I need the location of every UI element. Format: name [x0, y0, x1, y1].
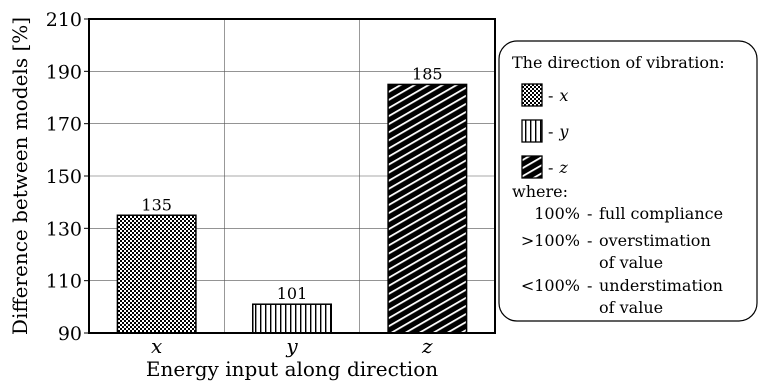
legend-box	[498, 40, 758, 322]
legend-entry-label: -y	[548, 122, 569, 141]
x-tick-label: y	[285, 334, 298, 358]
legend-entries: - x -y -z	[521, 83, 569, 179]
bar-y	[252, 303, 332, 334]
data-labels: 135 101 185	[141, 64, 442, 303]
legend-note-cont: of value	[599, 253, 663, 272]
y-tick-label: 130	[46, 218, 82, 240]
data-label: 135	[141, 195, 172, 214]
data-label: 185	[412, 64, 443, 83]
legend-where: where:	[512, 182, 568, 201]
bar-z	[387, 83, 468, 334]
legend-notes: 100% - full compliance >100% - overstimation o…	[521, 204, 723, 317]
legend-note-cont: of value	[599, 298, 663, 317]
y-tick-label: 150	[46, 166, 82, 188]
y-axis: 90 110 130 150 170 190 210	[46, 9, 89, 345]
x-axis: x y z	[151, 334, 433, 358]
x-axis-title: Energy input along direction	[146, 357, 438, 381]
legend-entry-label: -x	[548, 86, 568, 105]
y-tick-label: 170	[46, 114, 82, 136]
x-tick-label: x	[151, 334, 162, 358]
legend-note: >100% - overstimation	[521, 231, 711, 250]
legend-note: 100% - full compliance	[534, 204, 723, 223]
y-tick-label: 90	[58, 323, 82, 345]
y-tick-label: 110	[46, 271, 82, 293]
legend-entry-label: -z	[548, 158, 568, 177]
y-tick-label: 190	[46, 61, 82, 83]
legend: The direction of vibration: - x -y -z where…	[498, 40, 758, 322]
bars	[116, 83, 468, 334]
legend-swatch-z	[521, 155, 543, 179]
legend-title: The direction of vibration:	[512, 53, 725, 72]
y-axis-title: Difference between models [%]	[8, 17, 32, 335]
y-tick-label: 210	[46, 9, 82, 31]
x-tick-label: z	[421, 334, 433, 358]
legend-note: <100% - understimation	[521, 276, 723, 295]
legend-swatch-x	[521, 83, 543, 107]
bar-x	[116, 214, 197, 334]
legend-swatch-y	[521, 119, 543, 143]
data-label: 101	[277, 284, 308, 303]
